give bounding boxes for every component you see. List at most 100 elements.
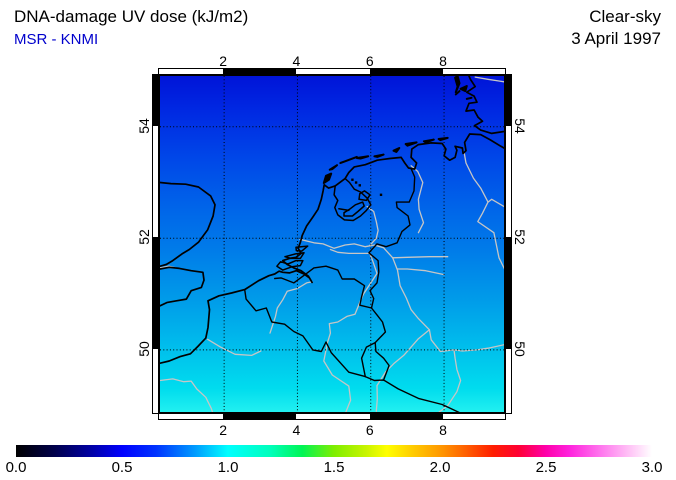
frame-segment — [296, 69, 370, 74]
island-path — [437, 136, 449, 142]
coast-path — [465, 76, 504, 135]
lat-tick-label-right: 54 — [512, 117, 528, 134]
colorbar-tick-label: 0.5 — [111, 459, 133, 476]
date-label: 3 April 1997 — [571, 29, 661, 48]
border-line-path — [244, 288, 366, 378]
colorbar-tick-label: 3.0 — [641, 459, 663, 476]
river-path — [269, 281, 313, 334]
frame-segment — [506, 348, 511, 414]
frame-segment — [223, 414, 297, 419]
lon-tick-label-top: 4 — [292, 53, 301, 69]
frame-segment — [223, 69, 297, 74]
river-path — [463, 152, 504, 270]
river-path — [206, 338, 262, 357]
island-path — [422, 138, 435, 144]
island-path — [355, 155, 370, 160]
frame-segment — [153, 237, 158, 349]
lake-path — [295, 245, 309, 252]
frame-segment — [442, 69, 505, 74]
lake-path — [333, 177, 372, 222]
island-path — [454, 76, 461, 94]
river-path — [392, 256, 449, 259]
lon-tick-label-top: 6 — [365, 53, 374, 69]
lake-path — [343, 201, 365, 217]
map-area — [159, 75, 505, 413]
lat-tick-label-left: 50 — [136, 341, 152, 357]
lake-dot — [351, 178, 354, 181]
border-line-path — [368, 167, 416, 309]
map-frame-top — [158, 68, 506, 75]
map-frame-right — [505, 74, 512, 414]
river-path — [375, 329, 431, 412]
colorbar-tick-label: 2.5 — [535, 459, 557, 476]
river-path — [160, 378, 214, 412]
colorbar-tick-label: 1.5 — [323, 459, 345, 476]
frame-segment — [506, 75, 511, 126]
lon-tick-label-top: 8 — [439, 53, 447, 69]
lat-tick-label-left: 54 — [136, 117, 152, 134]
lake-dot — [354, 181, 358, 184]
frame-segment — [159, 69, 224, 74]
coast-path — [160, 181, 216, 268]
island-path — [454, 90, 461, 96]
river-path — [396, 268, 445, 276]
frame-segment — [369, 414, 443, 419]
frame-segment — [153, 125, 158, 238]
lon-tick-label-top: 2 — [219, 53, 228, 69]
frame-segment — [153, 75, 158, 126]
lake-dot — [379, 193, 383, 197]
lon-tick-label-bottom: 2 — [219, 422, 228, 438]
frame-segment — [369, 69, 443, 74]
frame-segment — [506, 237, 511, 349]
border-line-path — [360, 341, 390, 381]
figure-subtitle: MSR - KNMI — [14, 31, 99, 48]
border-line-path — [370, 307, 387, 344]
colorbar — [16, 445, 652, 457]
condition-label: Clear-sky — [589, 7, 661, 26]
map-frame-bottom — [158, 413, 506, 420]
lon-tick-label-bottom: 8 — [439, 422, 447, 438]
island-path — [373, 153, 385, 158]
river-path — [366, 205, 379, 247]
coast-path — [160, 133, 504, 365]
lake-path — [276, 259, 304, 271]
frame-segment — [296, 414, 370, 419]
lake-dot — [358, 184, 361, 187]
lon-tick-label-bottom: 6 — [365, 422, 374, 438]
map-panel — [152, 68, 512, 420]
island-path — [465, 96, 473, 100]
island-path — [339, 155, 358, 164]
river-path — [299, 238, 462, 412]
river-path — [453, 344, 504, 352]
frame-segment — [153, 348, 158, 414]
coastline-map-svg — [160, 76, 504, 412]
lake-path — [284, 252, 305, 260]
lon-tick-label-bottom: 4 — [292, 422, 301, 438]
island-path — [459, 85, 468, 93]
colorbar-tick-label: 2.0 — [429, 459, 451, 476]
figure-title: DNA-damage UV dose (kJ/m2) — [14, 7, 249, 26]
lake-path — [358, 190, 371, 202]
frame-segment — [159, 414, 224, 419]
island-path — [322, 172, 333, 185]
frame-segment — [506, 125, 511, 238]
lake-path — [338, 207, 350, 212]
map-frame-left — [152, 74, 159, 414]
river-path — [323, 248, 378, 412]
river-path — [474, 76, 504, 83]
island-path — [328, 164, 338, 171]
river-path — [487, 198, 504, 208]
colorbar-tick-label: 0.0 — [5, 459, 27, 476]
island-path — [392, 147, 401, 153]
frame-segment — [442, 414, 505, 419]
border-line-path — [364, 375, 460, 412]
lat-tick-label-right: 52 — [512, 229, 528, 246]
lat-tick-label-left: 52 — [136, 229, 152, 246]
lat-tick-label-right: 50 — [512, 341, 528, 357]
border-line-path — [274, 265, 373, 309]
coast-path — [160, 266, 205, 307]
island-path — [404, 141, 418, 147]
river-path — [410, 165, 425, 234]
colorbar-tick-label: 1.0 — [217, 459, 239, 476]
